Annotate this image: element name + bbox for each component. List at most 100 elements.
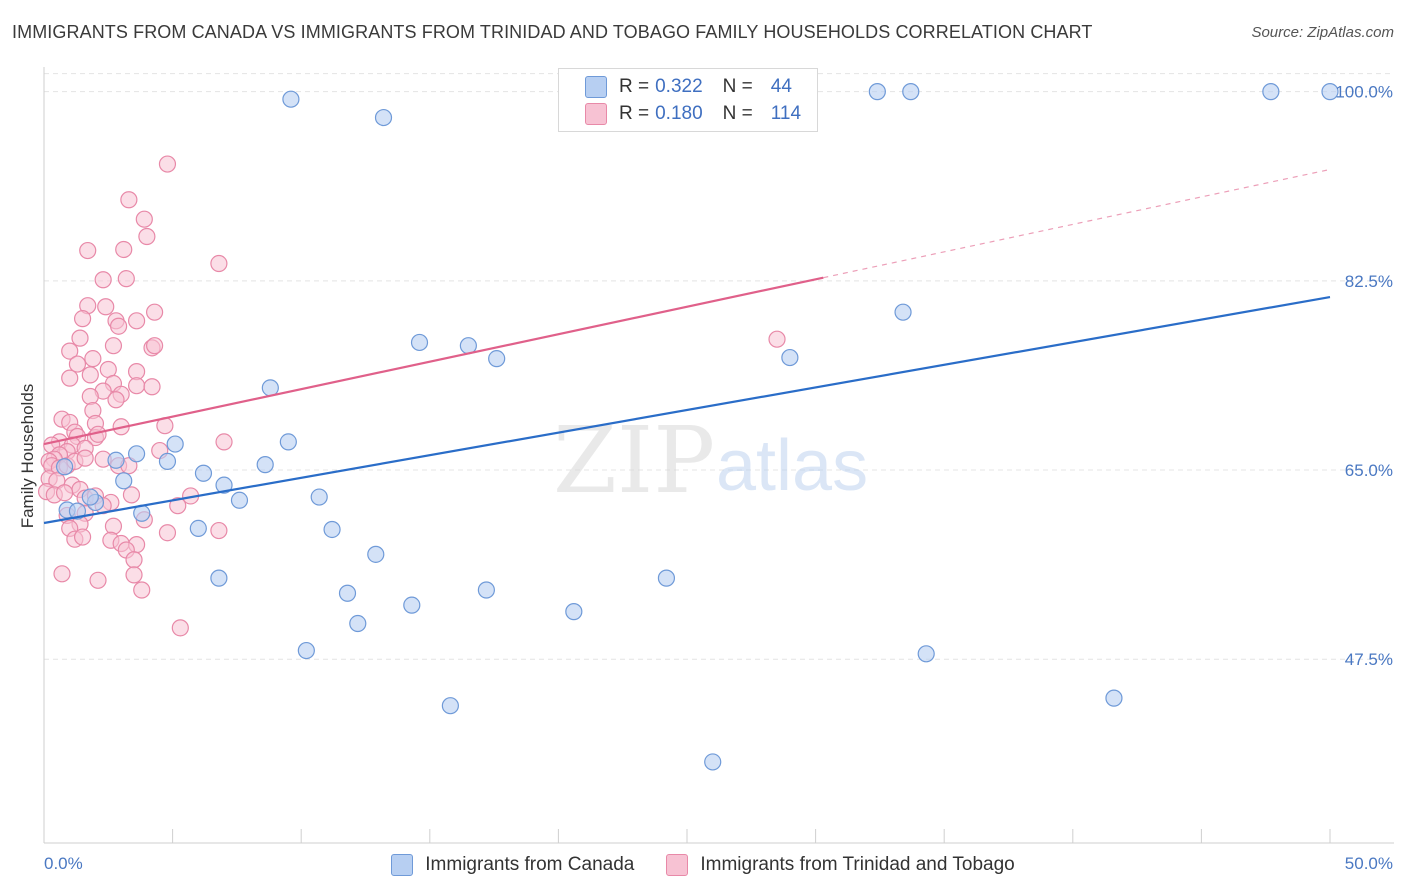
data-point-canada	[410, 333, 429, 352]
data-point-trinidad	[115, 240, 133, 259]
legend-label-canada: Immigrants from Canada	[425, 854, 635, 875]
data-point-trinidad	[169, 497, 187, 515]
data-point-trinidad	[122, 486, 141, 504]
data-point-canada	[868, 83, 886, 101]
source-label: Source: ZipAtlas.com	[1251, 24, 1394, 41]
data-point-trinidad	[117, 270, 135, 288]
x-tick-labels: 0.0% 50.0%	[44, 854, 1393, 873]
data-point-trinidad	[61, 369, 79, 387]
data-point-canada	[115, 472, 133, 490]
data-point-trinidad	[89, 571, 107, 589]
data-point-canada	[657, 569, 676, 587]
data-point-trinidad	[158, 524, 177, 542]
data-point-canada	[1262, 83, 1280, 101]
data-point-canada	[894, 303, 912, 321]
data-point-canada	[1321, 83, 1339, 101]
data-point-canada	[194, 464, 213, 482]
legend-swatch-trinidad	[585, 103, 607, 125]
data-point-trinidad	[158, 155, 177, 173]
legend-row-trinidad: R = 0.180 N = 114	[585, 102, 801, 126]
data-point-trinidad	[145, 337, 164, 355]
correlation-legend: R = 0.322 N = 44 R = 0.180 N = 114	[558, 68, 818, 132]
data-point-canada	[781, 348, 799, 367]
legend-swatch-trinidad	[666, 854, 689, 876]
data-point-trinidad	[210, 521, 228, 540]
data-point-canada	[310, 488, 328, 506]
data-point-trinidad	[171, 619, 189, 637]
data-point-trinidad	[210, 254, 228, 273]
data-point-trinidad	[125, 551, 143, 569]
y-tick-label: 100.0%	[1335, 83, 1393, 102]
data-point-canada	[282, 90, 300, 108]
n-label: N =	[722, 76, 753, 97]
watermark: ZIP atlas	[553, 407, 868, 514]
data-point-canada	[127, 445, 146, 463]
data-point-canada	[323, 520, 341, 539]
data-point-trinidad	[53, 565, 71, 583]
legend-swatch-canada	[391, 854, 414, 876]
trend-line-trinidad	[43, 276, 824, 446]
trend-line-trinidad-extension	[823, 168, 1331, 279]
data-point-trinidad	[127, 312, 146, 330]
data-point-trinidad	[81, 366, 99, 384]
y-tick-label: 47.5%	[1345, 650, 1393, 669]
trend-line-canada	[43, 295, 1331, 525]
legend-row-canada: R = 0.322 N = 44	[585, 75, 792, 99]
series-canada-points	[55, 83, 1339, 771]
n-label: N =	[722, 103, 753, 124]
data-point-canada	[565, 603, 583, 621]
data-point-trinidad	[127, 377, 146, 395]
data-point-canada	[441, 697, 459, 715]
legend-item-trinidad[interactable]: Immigrants from Trinidad and Tobago	[666, 854, 1015, 876]
n-value: 44	[770, 76, 792, 97]
legend-item-canada[interactable]: Immigrants from Canada	[391, 854, 634, 876]
chart-title: IMMIGRANTS FROM CANADA VS IMMIGRANTS FRO…	[12, 22, 1093, 42]
data-point-canada	[338, 584, 357, 602]
data-point-trinidad	[104, 337, 123, 355]
data-point-canada	[210, 569, 228, 587]
x-tick-label: 0.0%	[44, 854, 83, 873]
watermark-atlas: atlas	[716, 426, 868, 506]
data-point-trinidad	[84, 350, 102, 368]
data-point-trinidad	[135, 210, 153, 228]
data-point-canada	[917, 645, 935, 663]
data-point-trinidad	[215, 433, 233, 451]
data-point-canada	[215, 476, 233, 494]
data-point-trinidad	[97, 298, 115, 316]
data-point-trinidad	[71, 329, 89, 347]
y-tick-label: 65.0%	[1345, 461, 1393, 480]
data-point-canada	[279, 433, 297, 451]
series-legend: Immigrants from Canada Immigrants from T…	[0, 852, 1406, 878]
r-value: 0.180	[655, 103, 703, 124]
r-value: 0.322	[655, 76, 703, 97]
data-point-canada	[902, 83, 920, 101]
data-point-canada	[374, 108, 393, 127]
data-point-canada	[403, 596, 421, 614]
data-point-canada	[256, 456, 274, 474]
data-point-canada	[349, 614, 367, 633]
data-point-trinidad	[109, 317, 128, 335]
data-point-canada	[477, 581, 495, 599]
data-point-trinidad	[143, 378, 161, 396]
r-label: R =	[619, 103, 650, 124]
y-tick-label: 82.5%	[1345, 272, 1393, 291]
data-point-canada	[230, 491, 249, 509]
trend-lines	[43, 168, 1331, 525]
data-point-trinidad	[768, 330, 786, 348]
data-point-canada	[704, 753, 722, 771]
data-point-trinidad	[68, 355, 87, 373]
data-point-canada	[189, 519, 207, 537]
data-point-trinidad	[104, 517, 123, 535]
data-point-trinidad	[73, 310, 92, 328]
series-trinidad-points	[37, 155, 786, 637]
data-point-canada	[367, 545, 385, 563]
data-point-canada	[81, 488, 99, 506]
data-point-trinidad	[107, 391, 125, 409]
gridlines	[44, 73, 1394, 660]
r-label: R =	[619, 76, 650, 97]
data-point-trinidad	[61, 342, 79, 360]
data-point-trinidad	[138, 227, 156, 246]
n-value: 114	[770, 103, 802, 124]
x-tick-label: 50.0%	[1345, 854, 1393, 873]
